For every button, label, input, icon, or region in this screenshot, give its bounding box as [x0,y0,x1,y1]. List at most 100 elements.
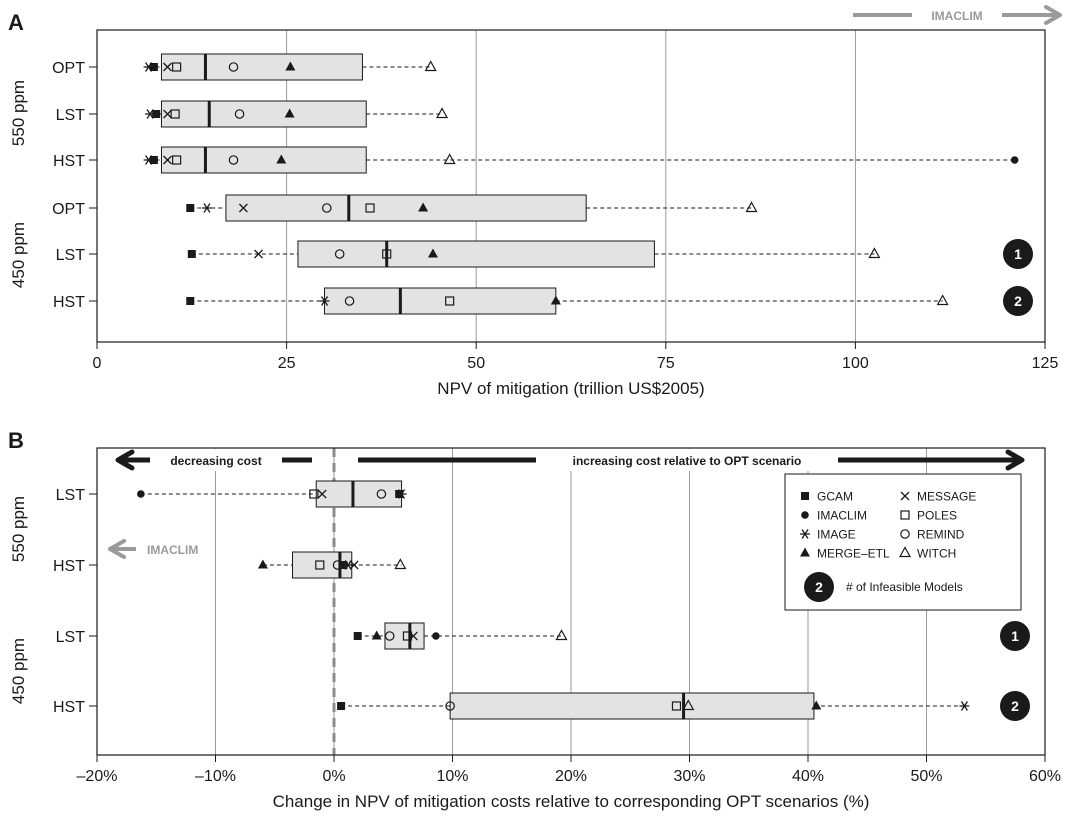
point-message [317,489,327,499]
point-merge-etl [257,559,268,569]
point-poles [671,701,682,711]
legend-label: WITCH [917,547,956,561]
legend-item: GCAM [801,490,853,504]
group-label: 550 ppm [9,80,28,146]
point-witch [436,107,449,119]
offscale-note-label-b: IMACLIM [147,543,198,557]
legend-item: MESSAGE [900,490,976,504]
point-image [143,155,154,165]
legend-label: IMACLIM [817,509,867,523]
category-label: HST [53,699,85,716]
box [449,692,815,720]
point-witch [745,201,758,213]
x-tick-label: 50% [910,768,942,785]
offscale-note-label: IMACLIM [931,9,982,23]
point-poles [170,109,180,119]
point-message [163,109,172,119]
x-tick-label: –20% [77,768,118,785]
category-label: LST [56,487,86,504]
point-message [163,155,172,165]
increase-label-bg [536,449,838,471]
x-tick-label: 40% [792,768,824,785]
box [160,53,363,81]
point-witch [682,699,695,711]
point-remind [384,631,395,641]
point-witch [868,247,881,259]
box [315,480,403,508]
legend-label: MERGE–ETL [817,547,890,561]
group-label: 450 ppm [9,222,28,288]
infeasible-badge-label: 1 [1014,246,1022,262]
legend: GCAM MESSAGE IMACLIM POLES IMAGE REMIND MERGE–… [784,473,1022,611]
x-tick-label: 50 [467,355,485,372]
point-remind [376,489,387,499]
point-message [254,249,263,259]
category-label: LST [56,107,86,124]
point-image [343,560,354,570]
x-tick-label: –10% [195,768,236,785]
infeasible-badge-circle [1003,286,1033,316]
point-poles [315,560,325,570]
point-gcam [337,702,346,710]
legend-marker [900,491,910,501]
point-gcam [187,250,196,258]
point-witch [394,558,407,570]
point-image [143,62,154,72]
category-label: LST [56,247,86,264]
increase-arrow-head [1005,449,1025,471]
point-imaclim [137,490,145,498]
point-merge-etl [284,108,295,118]
point-remind [344,296,355,306]
point-merge-etl [418,202,429,212]
legend-item: WITCH [898,546,956,561]
point-merge-etl [371,630,382,640]
row-550ppm-opt: OPT [52,53,437,81]
point-imaclim [432,632,440,640]
legend-item: REMIND [900,528,965,542]
x-tick-label: 0% [322,768,345,785]
row-450ppm-lst: LST 1 [56,239,1033,269]
legend-label: GCAM [817,490,853,504]
point-poles [382,249,392,259]
row-550ppm-hst: HST [53,146,1019,174]
arrow-label-bg [912,5,1002,25]
legend-marker [800,547,810,557]
point-merge-etl [811,700,822,710]
infeasible-badge-circle [1003,239,1033,269]
infeasible-badge-circle [1000,691,1030,721]
legend-marker [801,492,809,500]
plot-frame [96,29,1046,343]
x-tick-label: 25 [278,355,296,372]
point-gcam [186,297,195,305]
legend-marker [900,510,910,520]
row-450ppm-opt: OPT [52,194,758,222]
point-image [319,296,330,306]
box [384,622,425,650]
point-remind [228,155,239,165]
point-merge-etl [427,248,438,258]
legend-item: IMACLIM [801,509,867,523]
x-tick-label: 125 [1032,355,1059,372]
point-merge-etl [276,154,287,164]
category-label: OPT [52,201,85,218]
decrease-label-bg [150,449,282,471]
row-550ppm-hst: HST [53,551,407,579]
point-image [959,701,970,711]
legend-badge-label: # of Infeasible Models [846,580,963,594]
point-gcam [149,156,158,164]
row-450ppm-lst: LST 1 [56,621,1030,651]
decrease-arrow-label: decreasing cost [170,454,261,468]
point-witch [936,294,949,306]
box [160,146,367,174]
increase-arrow-label: increasing cost relative to OPT scenario [573,454,802,468]
row-550ppm-lst: LST [56,100,449,128]
point-message [349,560,359,570]
imaclim-offscale-arrow-b-head [108,539,126,559]
group-label: 450 ppm [9,638,28,704]
point-remind [234,109,245,119]
box [324,287,557,315]
panel-a: OPT LST HST OPT LST 1 HST 2 0 25 50 75 100 125 NPV of … [8,5,1062,398]
point-gcam [152,110,161,118]
point-remind [321,203,332,213]
